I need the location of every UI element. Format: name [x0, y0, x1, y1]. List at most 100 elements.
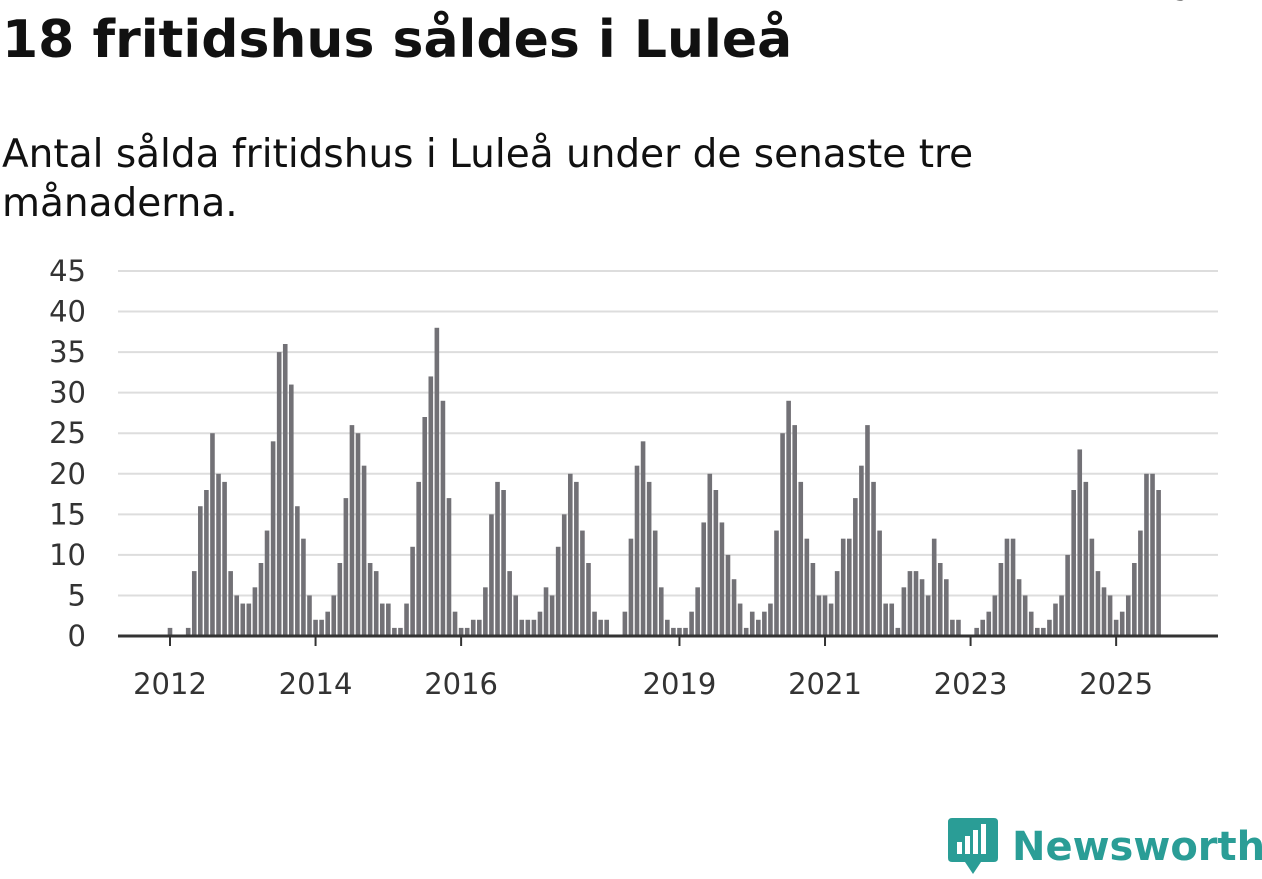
bar — [628, 538, 634, 636]
bar — [1150, 473, 1155, 636]
bar — [319, 619, 324, 636]
bar — [289, 384, 294, 636]
bar — [410, 546, 415, 636]
y-tick-label: 15 — [49, 497, 86, 531]
y-tick-label: 25 — [49, 416, 86, 450]
bar — [980, 619, 986, 636]
bar — [513, 595, 519, 636]
bar — [276, 352, 282, 636]
bar — [689, 611, 694, 636]
bar — [695, 587, 700, 636]
bar — [264, 530, 270, 636]
bar — [567, 473, 573, 636]
bar — [1047, 619, 1052, 636]
bar — [762, 611, 767, 636]
bar — [386, 603, 391, 636]
bar — [1156, 490, 1161, 636]
bar — [270, 441, 276, 636]
bar — [252, 587, 258, 636]
y-tick-label: 35 — [49, 335, 86, 369]
bar — [780, 433, 785, 636]
bar — [313, 619, 318, 636]
bar — [428, 376, 434, 636]
bar — [1089, 538, 1095, 636]
bar — [913, 571, 919, 636]
bar — [379, 603, 385, 636]
bar — [185, 627, 191, 636]
bar — [889, 603, 895, 636]
bar — [1071, 490, 1076, 636]
bar — [640, 441, 646, 636]
bar — [743, 627, 749, 636]
highlight-value-label: 18 — [1152, 0, 1189, 7]
y-tick-label: 45 — [49, 254, 86, 288]
bar — [537, 611, 543, 636]
brand-name: Newsworthy — [1012, 824, 1262, 870]
bar — [950, 619, 955, 636]
bar — [495, 481, 500, 636]
bar — [859, 465, 864, 636]
bar — [1138, 530, 1143, 636]
bar — [937, 563, 943, 636]
bar — [507, 571, 512, 636]
bar — [992, 595, 998, 636]
bar — [240, 603, 246, 636]
bar — [1035, 627, 1040, 636]
bar — [549, 595, 555, 636]
bar — [555, 546, 561, 636]
bar — [1107, 595, 1113, 636]
bar — [731, 579, 737, 636]
bar — [725, 554, 731, 636]
bar — [416, 481, 421, 636]
bar — [331, 595, 337, 636]
bar — [543, 587, 549, 636]
bar — [901, 587, 907, 636]
bar — [919, 579, 925, 636]
bar — [956, 619, 961, 636]
bar — [592, 611, 597, 636]
bar — [1083, 481, 1089, 636]
bar — [367, 563, 373, 636]
bar — [258, 563, 264, 636]
bar — [652, 530, 658, 636]
bar — [228, 571, 233, 636]
bar — [822, 595, 828, 636]
bar — [974, 627, 979, 636]
bar — [853, 498, 858, 636]
x-tick-label: 2014 — [279, 667, 353, 701]
bar — [470, 619, 476, 636]
bar — [204, 490, 209, 636]
bar — [1125, 595, 1131, 636]
bar — [998, 563, 1004, 636]
bar — [665, 619, 670, 636]
bar — [337, 563, 343, 636]
bar — [574, 481, 579, 636]
bar — [191, 571, 197, 636]
bar — [586, 563, 591, 636]
bar — [895, 627, 901, 636]
bar — [677, 627, 682, 636]
bar — [464, 627, 470, 636]
bar — [877, 530, 882, 636]
bar — [737, 603, 743, 636]
bar — [477, 619, 482, 636]
bar — [1065, 554, 1070, 636]
x-tick-label: 2025 — [1079, 667, 1153, 701]
bar — [604, 619, 609, 636]
bar — [483, 587, 488, 636]
bar — [422, 417, 428, 636]
x-tick-label: 2012 — [133, 667, 207, 701]
bar — [222, 481, 227, 636]
bar — [1095, 571, 1101, 636]
bar — [634, 465, 640, 636]
bar — [1101, 587, 1107, 636]
bar — [828, 603, 834, 636]
bar — [1041, 627, 1046, 636]
bar — [325, 611, 330, 636]
bar — [1077, 449, 1083, 636]
bar — [561, 514, 567, 636]
x-tick-label: 2021 — [788, 667, 862, 701]
bar — [865, 425, 870, 636]
bar — [1028, 611, 1034, 636]
